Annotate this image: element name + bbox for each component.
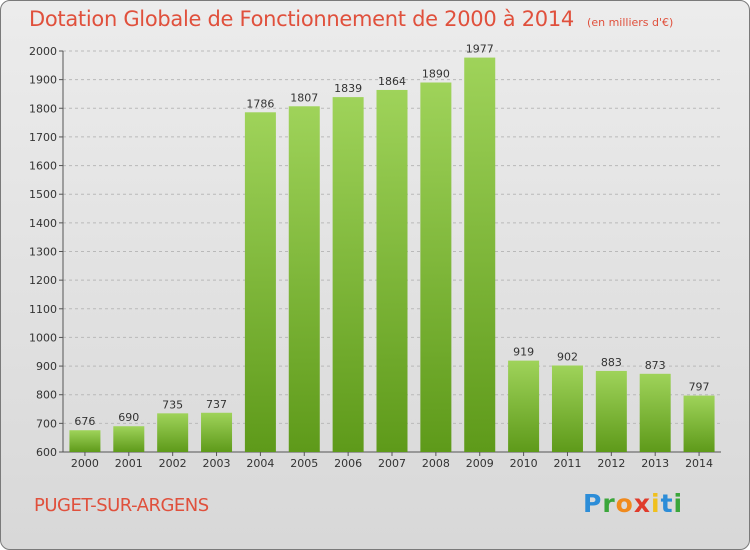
bar-value-label: 1890 bbox=[422, 68, 450, 81]
y-tick-label: 1200 bbox=[29, 274, 57, 287]
bar bbox=[69, 430, 101, 452]
logo-letter: P bbox=[583, 489, 603, 518]
bar-value-label: 1807 bbox=[290, 91, 318, 104]
x-tick-label: 2011 bbox=[553, 457, 581, 470]
title-row: Dotation Globale de Fonctionnement de 20… bbox=[29, 7, 673, 31]
y-tick-label: 1500 bbox=[29, 188, 57, 201]
y-tick-label: 1900 bbox=[29, 74, 57, 87]
y-tick-label: 1700 bbox=[29, 131, 57, 144]
x-tick-label: 2003 bbox=[203, 457, 231, 470]
x-tick-label: 2007 bbox=[378, 457, 406, 470]
x-tick-label: 2005 bbox=[290, 457, 318, 470]
bar-value-label: 873 bbox=[645, 359, 666, 372]
y-tick-label: 900 bbox=[36, 360, 57, 373]
logo-letter: i bbox=[673, 489, 684, 518]
y-tick-label: 1400 bbox=[29, 217, 57, 230]
bar-value-label: 902 bbox=[557, 350, 578, 363]
bar-value-label: 676 bbox=[74, 415, 95, 428]
bar bbox=[683, 395, 715, 452]
logo-letter: x bbox=[633, 489, 651, 518]
bar-value-label: 735 bbox=[162, 398, 183, 411]
y-tick-label: 2000 bbox=[29, 45, 57, 58]
commune-name: PUGET-SUR-ARGENS bbox=[34, 495, 209, 516]
x-tick-label: 2000 bbox=[71, 457, 99, 470]
y-tick-label: 1100 bbox=[29, 303, 57, 316]
x-tick-label: 2008 bbox=[422, 457, 450, 470]
proxiti-logo: Proxiti bbox=[583, 489, 683, 518]
bar bbox=[332, 97, 364, 453]
bar-value-label: 1786 bbox=[246, 97, 274, 110]
y-tick-label: 1600 bbox=[29, 160, 57, 173]
logo-letter: r bbox=[602, 489, 616, 518]
bar bbox=[376, 89, 408, 452]
logo-letter: t bbox=[660, 489, 674, 518]
bar-value-label: 1839 bbox=[334, 82, 362, 95]
y-tick-label: 800 bbox=[36, 389, 57, 402]
bar bbox=[288, 106, 320, 453]
bar bbox=[420, 82, 452, 452]
bar bbox=[157, 413, 189, 452]
bar-value-label: 883 bbox=[601, 356, 622, 369]
bar-value-label: 1864 bbox=[378, 75, 406, 88]
bar bbox=[508, 360, 540, 452]
y-tick-label: 700 bbox=[36, 417, 57, 430]
x-tick-label: 2001 bbox=[115, 457, 143, 470]
x-tick-label: 2010 bbox=[510, 457, 538, 470]
bar-value-label: 1977 bbox=[466, 43, 494, 56]
bar bbox=[639, 373, 671, 452]
x-tick-label: 2002 bbox=[159, 457, 187, 470]
bar bbox=[595, 370, 627, 452]
x-tick-label: 2013 bbox=[641, 457, 669, 470]
x-tick-label: 2009 bbox=[466, 457, 494, 470]
y-tick-label: 1000 bbox=[29, 331, 57, 344]
bar-value-label: 797 bbox=[689, 381, 710, 394]
bar bbox=[551, 365, 583, 452]
x-tick-label: 2006 bbox=[334, 457, 362, 470]
x-tick-label: 2012 bbox=[597, 457, 625, 470]
y-tick-label: 1800 bbox=[29, 102, 57, 115]
bar-value-label: 919 bbox=[513, 346, 534, 359]
bar-value-label: 690 bbox=[118, 411, 139, 424]
x-tick-label: 2004 bbox=[246, 457, 274, 470]
bar bbox=[464, 57, 496, 452]
logo-letter: i bbox=[651, 489, 661, 518]
bar-value-label: 737 bbox=[206, 398, 227, 411]
y-tick-label: 1300 bbox=[29, 246, 57, 259]
chart-title: Dotation Globale de Fonctionnement de 20… bbox=[29, 7, 574, 31]
y-tick-label: 600 bbox=[36, 446, 57, 459]
logo-letter: o bbox=[615, 489, 634, 518]
chart-subtitle: (en milliers d'€) bbox=[587, 16, 674, 29]
bar bbox=[244, 112, 276, 452]
bar bbox=[113, 426, 145, 452]
x-tick-label: 2014 bbox=[685, 457, 713, 470]
bar bbox=[201, 412, 233, 452]
